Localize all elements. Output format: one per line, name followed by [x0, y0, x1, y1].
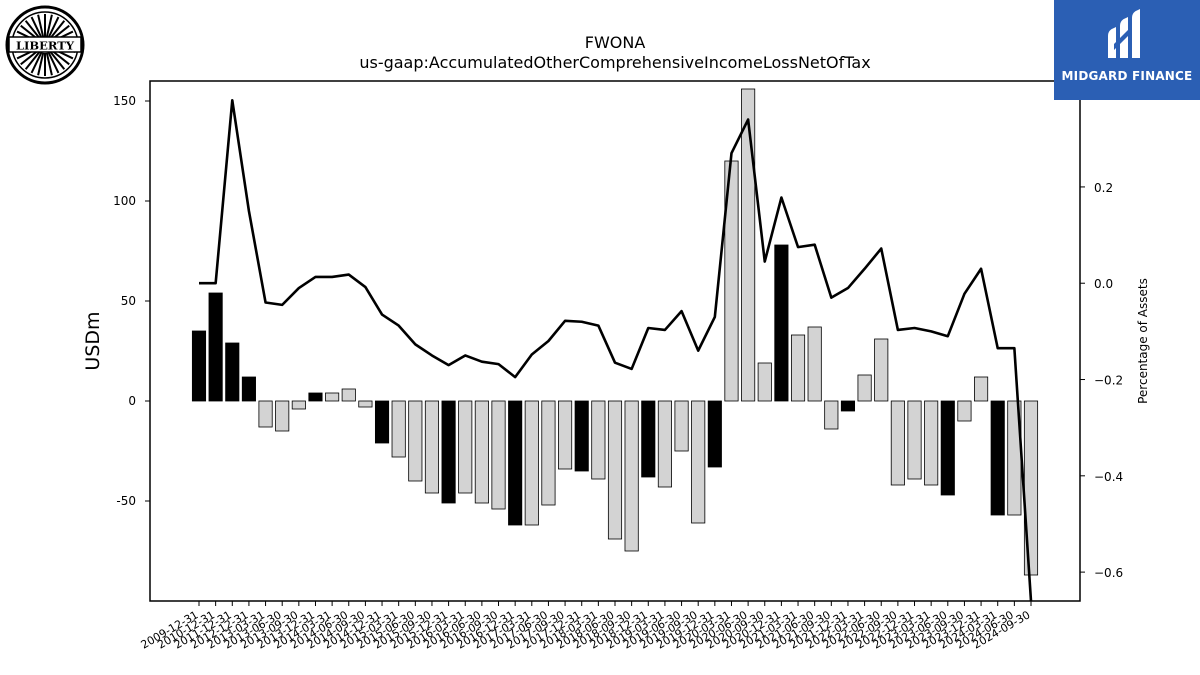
chart-subtitle: us-gaap:AccumulatedOtherComprehensiveInc…: [359, 53, 870, 72]
bar-2013-12-31: [308, 392, 323, 402]
bar-2015-03-31: [391, 400, 406, 458]
liberty-seal-icon: LIBERTY: [5, 5, 85, 85]
bar-2017-12-31: [574, 400, 589, 472]
logo-text: LIBERTY: [16, 39, 75, 53]
bar-2019-09-30: [691, 400, 706, 524]
y-tick-label: 50: [121, 294, 136, 308]
y2-tick-label: 0.0: [1094, 277, 1113, 291]
bar-2020-12-31: [774, 244, 789, 402]
bar-2015-06-30: [408, 400, 423, 482]
bar-2023-03-31: [924, 400, 939, 486]
bar-2023-06-30: [940, 400, 955, 496]
midgard-finance-logo: MIDGARD FINANCE: [1054, 0, 1200, 100]
line-series: [199, 98, 1033, 601]
y2-tick-label: −0.2: [1094, 374, 1123, 388]
bar-2018-06-30: [607, 400, 623, 540]
y2-axis-label: Percentage of Assets: [1136, 278, 1150, 404]
bar-2017-03-31: [524, 400, 539, 526]
bar-series: [191, 88, 1039, 576]
bar-2016-12-31: [508, 400, 523, 526]
bar-2016-09-30: [491, 400, 506, 510]
x-axis: 2009-12-312010-12-312011-12-312012-12-31…: [139, 601, 1033, 652]
bar-2021-06-30: [807, 326, 822, 402]
bar-2009-12-31: [191, 330, 207, 402]
y-axis-label: USDm: [82, 311, 104, 370]
bar-2018-12-31: [641, 400, 656, 478]
bar-2018-09-30: [624, 400, 639, 552]
bar-2014-06-30: [341, 388, 356, 402]
bar-2018-03-31: [591, 400, 606, 480]
y-axis-right: −0.6 −0.4 −0.2 0.0 0.2: [1080, 181, 1123, 580]
brand-name: MIDGARD FINANCE: [1061, 69, 1193, 83]
y-tick-label: 100: [113, 194, 136, 208]
bar-2022-03-31: [857, 374, 872, 402]
bar-2021-03-31: [790, 334, 806, 402]
y2-tick-label: 0.2: [1094, 181, 1113, 195]
liberty-logo: LIBERTY: [5, 5, 85, 85]
bar-2022-09-30: [890, 400, 905, 486]
bar-2014-03-31: [325, 392, 340, 402]
bar-2014-12-31: [374, 400, 390, 444]
bar-2012-12-31: [241, 376, 256, 402]
chart-title: FWONA: [585, 33, 646, 52]
y2-tick-label: −0.4: [1094, 470, 1123, 484]
y-axis-left: -50 0 50 100 150: [113, 94, 150, 508]
bar-2024-03-31: [990, 400, 1005, 516]
bar-2014-09-30: [358, 400, 373, 408]
bar-2020-06-30: [741, 88, 756, 402]
bar-2013-03-31: [258, 400, 273, 428]
bar-2013-06-30: [275, 400, 290, 432]
bar-2017-06-30: [541, 400, 556, 506]
y-tick-label: -50: [116, 494, 136, 508]
bar-2016-03-31: [458, 400, 473, 494]
bar-2022-12-31: [907, 400, 922, 480]
bar-2015-09-30: [424, 400, 440, 494]
bar-2017-09-30: [558, 400, 573, 470]
bar-2013-09-30: [291, 400, 306, 410]
bar-2021-09-30: [824, 400, 839, 430]
midgard-mark-icon: [1108, 9, 1140, 58]
percentage-of-assets-line: [199, 98, 1033, 601]
bar-2010-12-31: [208, 292, 223, 402]
y2-tick-label: −0.6: [1094, 566, 1123, 580]
y-tick-label: 150: [113, 94, 136, 108]
bar-2023-09-30: [957, 400, 972, 422]
bar-2023-12-31: [974, 376, 989, 402]
bar-2019-12-31: [707, 400, 722, 468]
bar-2019-06-30: [674, 400, 689, 452]
bar-2021-12-31: [840, 400, 856, 412]
y-tick-label: 0: [128, 394, 136, 408]
bar-2011-12-31: [225, 342, 240, 402]
bar-2022-06-30: [874, 338, 889, 402]
bar-2019-03-31: [657, 400, 672, 488]
bar-2020-09-30: [757, 362, 772, 402]
bar-2016-06-30: [474, 400, 489, 504]
bar-2015-12-31: [441, 400, 456, 504]
